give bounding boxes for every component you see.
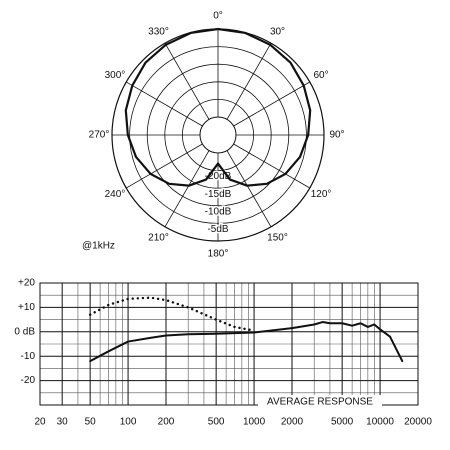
polar-spoke [233,143,310,189]
x-tick-label: 30 [57,417,69,428]
angle-label: 300° [105,70,126,81]
x-tick-label: 1000 [243,417,266,428]
y-tick-label: -10 [21,351,36,362]
polar-spoke [164,43,210,120]
polar-spoke [226,150,272,227]
radial-tick-label: -10dB [205,206,232,217]
angle-label: 120° [311,189,332,200]
radial-tick-label: -5dB [207,224,228,235]
angle-label: 0° [213,11,223,22]
polar-spoke [233,81,310,127]
annotation: @1kHz [82,241,115,252]
x-tick-label: 5000 [331,417,354,428]
x-tick-label: 10000 [366,417,394,428]
angle-label: 330° [148,27,169,38]
angle-label: 240° [105,189,126,200]
polar-curve [124,27,312,187]
y-tick-label: +10 [18,302,35,313]
x-tick-label: 2000 [281,417,304,428]
polar-spoke [126,81,203,127]
x-tick-label: 500 [208,417,225,428]
angle-label: 180° [208,249,229,260]
y-tick-label: 0 dB [14,326,35,337]
angle-label: 150° [267,233,288,244]
polar-ring [199,116,237,154]
response-line [89,321,404,363]
radial-tick-label: -15dB [205,189,232,200]
y-tick-label: -20 [21,375,36,386]
x-tick-label: 20000 [404,417,432,428]
angle-label: 270° [89,130,110,141]
polar-spoke [126,143,203,189]
angle-label: 90° [329,130,344,141]
x-tick-label: 200 [158,417,175,428]
x-tick-label: 20 [34,417,46,428]
polar-spoke [164,150,210,227]
x-tick-label: 100 [120,417,137,428]
polar-spoke [226,43,272,120]
angle-label: 210° [148,233,169,244]
response-line [88,296,256,332]
angle-label: 30° [270,27,285,38]
x-tick-label: 50 [85,417,97,428]
y-tick-label: +20 [18,278,35,289]
annotation: AVERAGE RESPONSE [267,397,373,408]
annotation-box [258,395,382,409]
angle-label: 60° [313,70,328,81]
